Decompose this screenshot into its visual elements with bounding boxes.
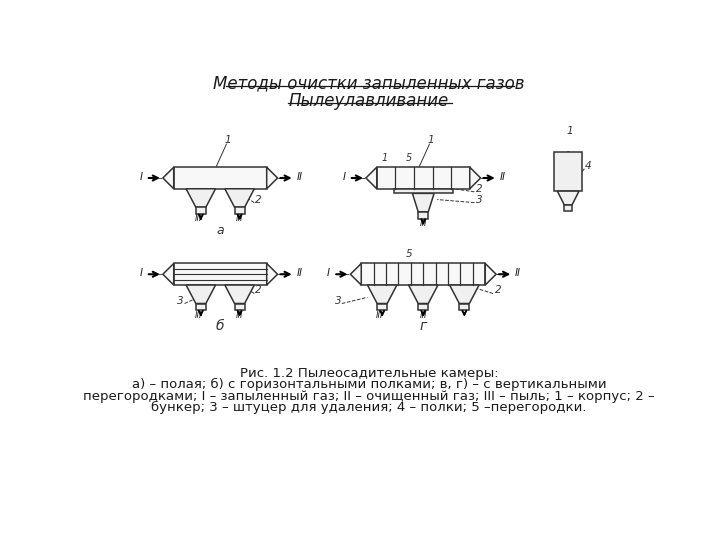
Text: 3: 3 bbox=[176, 295, 183, 306]
Text: 3: 3 bbox=[335, 295, 341, 306]
Polygon shape bbox=[186, 189, 215, 207]
Text: а) – полая; б) с горизонтальными полками; в, г) – с вертикальными: а) – полая; б) с горизонтальными полками… bbox=[132, 378, 606, 392]
Polygon shape bbox=[366, 167, 377, 189]
Polygon shape bbox=[266, 167, 277, 189]
Bar bbox=[394, 189, 453, 193]
Text: 2: 2 bbox=[255, 286, 261, 295]
Bar bbox=[235, 207, 245, 214]
Text: III: III bbox=[236, 310, 243, 320]
Polygon shape bbox=[367, 285, 397, 303]
Text: I: I bbox=[140, 268, 143, 279]
Polygon shape bbox=[163, 167, 174, 189]
Text: I: I bbox=[140, 172, 143, 182]
Bar bbox=[377, 167, 469, 189]
Text: 3: 3 bbox=[476, 194, 482, 205]
Text: III: III bbox=[194, 214, 202, 224]
Text: I: I bbox=[327, 268, 330, 279]
Text: 1: 1 bbox=[428, 134, 434, 145]
Polygon shape bbox=[351, 264, 361, 285]
Text: III: III bbox=[420, 310, 427, 320]
Bar bbox=[235, 303, 245, 310]
Text: 1: 1 bbox=[225, 134, 231, 145]
Bar bbox=[418, 303, 428, 310]
Text: 5: 5 bbox=[406, 249, 413, 259]
Bar bbox=[361, 264, 485, 285]
Text: III: III bbox=[420, 219, 427, 228]
Polygon shape bbox=[469, 167, 481, 189]
Bar bbox=[196, 303, 206, 310]
Text: 1: 1 bbox=[382, 153, 387, 163]
Text: бункер; 3 – штуцер для удаления; 4 – полки; 5 –перегородки.: бункер; 3 – штуцер для удаления; 4 – пол… bbox=[151, 401, 587, 414]
Bar bbox=[418, 212, 428, 219]
Polygon shape bbox=[266, 264, 277, 285]
Text: г: г bbox=[420, 320, 427, 333]
Text: б: б bbox=[216, 320, 225, 333]
Text: 5: 5 bbox=[406, 153, 413, 163]
Bar bbox=[196, 207, 206, 214]
Text: Методы очистки запыленных газов: Методы очистки запыленных газов bbox=[213, 75, 525, 93]
Text: II: II bbox=[296, 172, 302, 182]
Polygon shape bbox=[225, 285, 254, 303]
Polygon shape bbox=[408, 285, 438, 303]
Bar bbox=[554, 152, 582, 191]
Polygon shape bbox=[186, 285, 215, 303]
Polygon shape bbox=[449, 285, 479, 303]
Polygon shape bbox=[225, 189, 254, 207]
Text: III: III bbox=[376, 310, 384, 320]
Text: Пылеулавливание: Пылеулавливание bbox=[289, 92, 449, 110]
Bar bbox=[459, 303, 469, 310]
Polygon shape bbox=[557, 191, 579, 205]
Polygon shape bbox=[413, 193, 434, 212]
Text: а: а bbox=[217, 224, 224, 237]
Text: III: III bbox=[194, 310, 202, 320]
Text: 1: 1 bbox=[567, 126, 573, 136]
Text: I: I bbox=[343, 172, 346, 182]
Text: 2: 2 bbox=[476, 184, 482, 194]
Text: Рис. 1.2 Пылеосадительные камеры:: Рис. 1.2 Пылеосадительные камеры: bbox=[240, 367, 498, 380]
Bar bbox=[174, 167, 266, 189]
Bar bbox=[174, 264, 266, 285]
Text: 2: 2 bbox=[255, 194, 261, 205]
Text: II: II bbox=[499, 172, 505, 182]
Bar bbox=[377, 303, 387, 310]
Text: II: II bbox=[515, 268, 521, 279]
Text: III: III bbox=[236, 214, 243, 224]
Text: II: II bbox=[296, 268, 302, 279]
Polygon shape bbox=[485, 264, 496, 285]
Text: 2: 2 bbox=[495, 286, 501, 295]
Polygon shape bbox=[163, 264, 174, 285]
Bar bbox=[564, 205, 572, 211]
Text: перегородками; I – запыленный газ; II – очищенный газ; III – пыль; 1 – корпус; 2: перегородками; I – запыленный газ; II – … bbox=[84, 390, 654, 403]
Text: 4: 4 bbox=[585, 161, 592, 171]
